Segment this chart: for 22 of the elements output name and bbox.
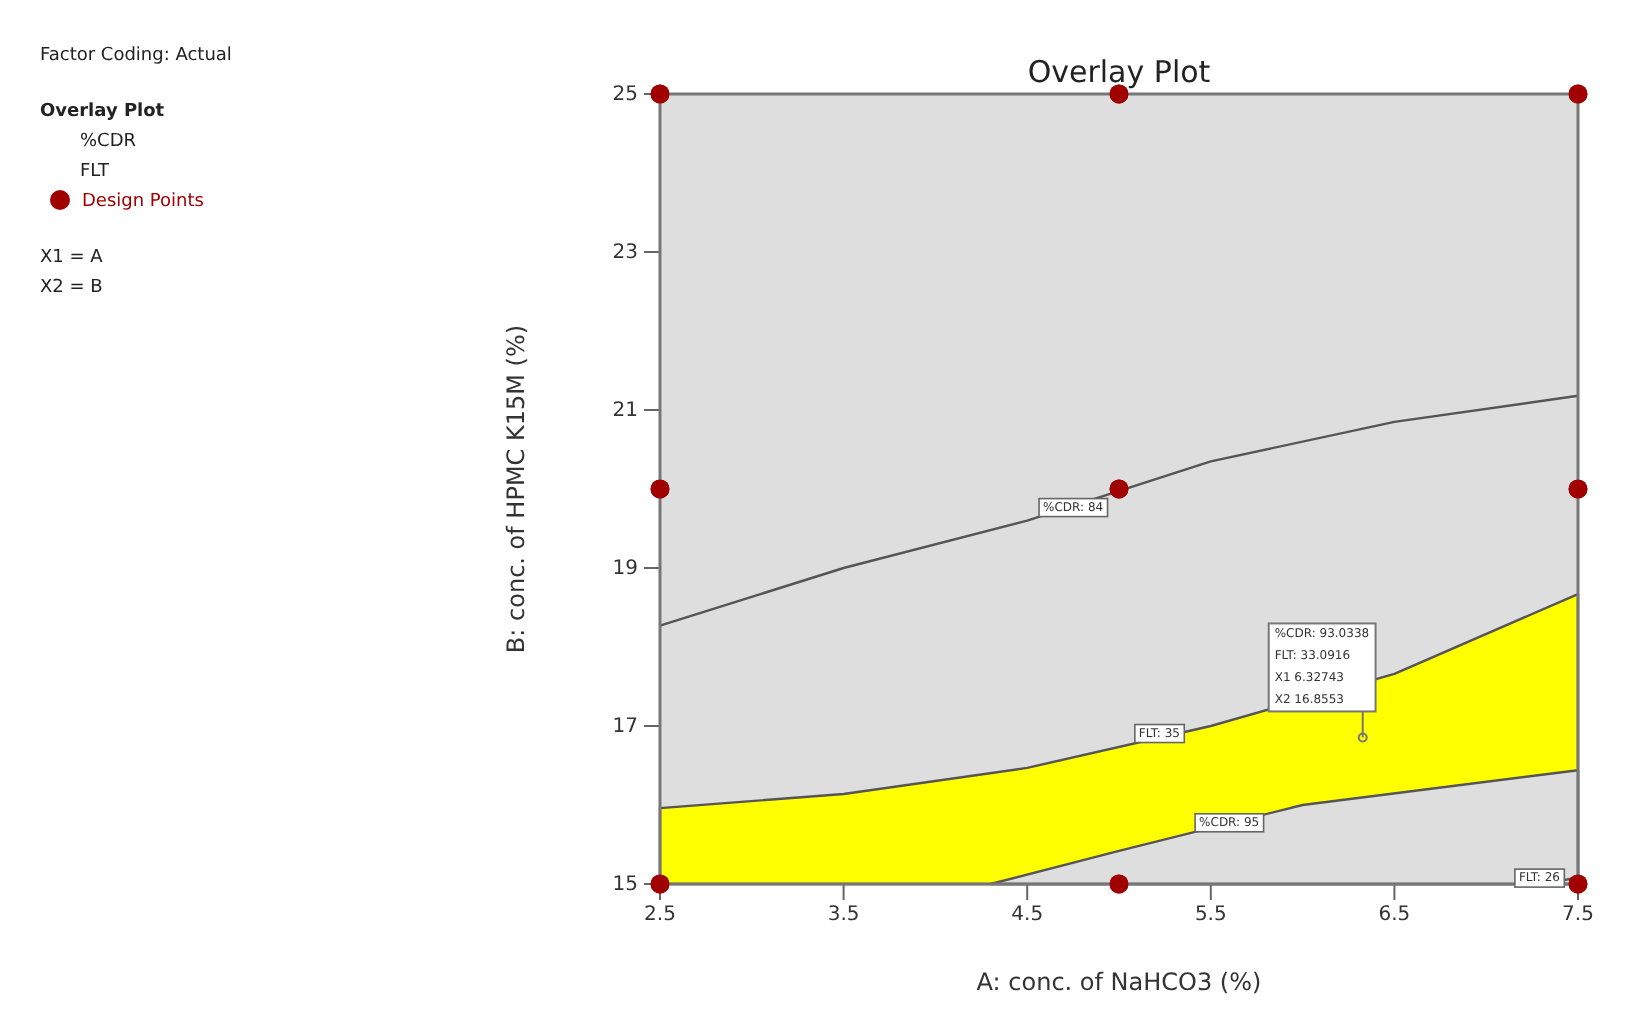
- y-tick-label: 17: [612, 716, 638, 739]
- x-tick-label: 6.5: [1378, 904, 1411, 927]
- x-axis-title: A: conc. of NaHCO3 (%): [976, 968, 1262, 996]
- legend-title: Overlay Plot: [40, 102, 166, 122]
- y-tick-label: 25: [612, 84, 638, 107]
- x-tick-label: 2.5: [644, 904, 676, 927]
- x-tick-label: 5.5: [1194, 904, 1227, 927]
- text: FLT: [80, 162, 110, 182]
- text: X2 = B: [40, 278, 103, 298]
- y-tick-label: 15: [612, 874, 638, 897]
- text: X1 = A: [40, 248, 105, 268]
- x-tick-label: 7.5: [1562, 904, 1594, 927]
- y-axis-title: B: conc. of HPMC K15M (%): [502, 324, 530, 654]
- y-tick-label: 19: [612, 558, 638, 581]
- x-tick-label: 3.5: [827, 904, 860, 927]
- y-tick-label: 23: [612, 242, 638, 265]
- text: %CDR: [80, 132, 137, 152]
- legend-label: Design Points: [82, 192, 205, 212]
- y-tick-label: 21: [612, 400, 638, 423]
- chart-title: Overlay Plot: [1027, 54, 1211, 90]
- text: Factor Coding: Actual: [40, 46, 232, 66]
- x-tick-label: 4.5: [1011, 904, 1044, 927]
